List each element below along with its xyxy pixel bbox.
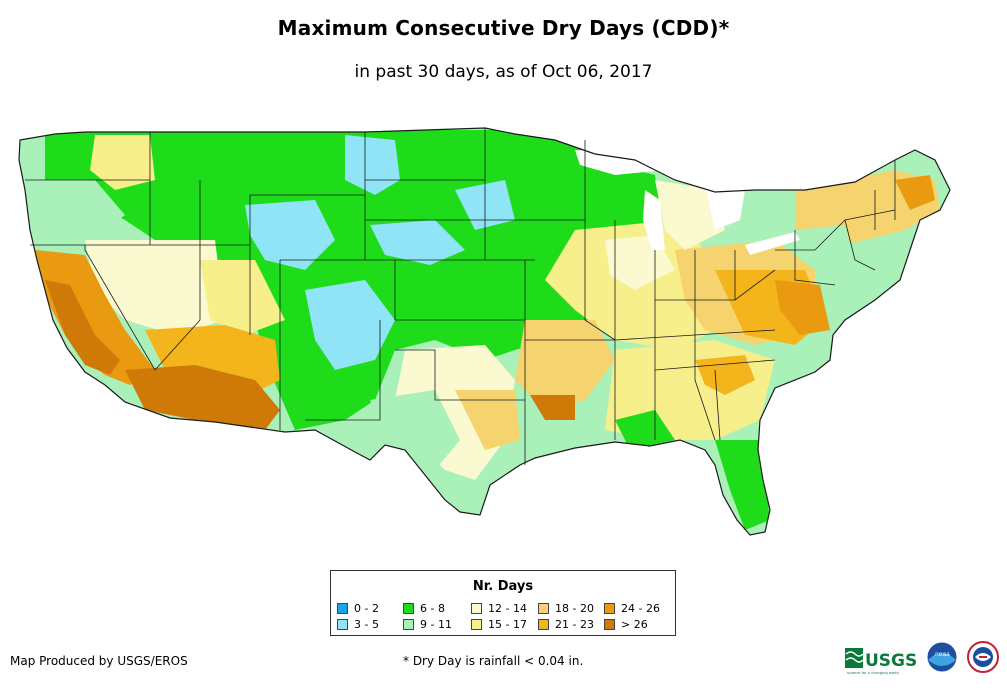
legend-swatch bbox=[604, 619, 615, 630]
nws-logo bbox=[967, 641, 999, 673]
legend-item: 18 - 20 bbox=[538, 602, 594, 615]
usgs-tagline: science for a changing world bbox=[847, 671, 899, 675]
legend-item: 21 - 23 bbox=[538, 618, 594, 631]
region-pale-michigan bbox=[655, 180, 725, 250]
legend-item: 0 - 2 bbox=[337, 602, 379, 615]
region-brown-california bbox=[45, 280, 120, 375]
legend-swatch bbox=[538, 603, 549, 614]
legend-item: 12 - 14 bbox=[471, 602, 527, 615]
region-blue-nebraska bbox=[370, 220, 465, 265]
region-green-florida bbox=[715, 440, 770, 530]
us-cdd-map bbox=[18, 127, 951, 536]
legend-label: 21 - 23 bbox=[555, 618, 594, 631]
legend-item: 15 - 17 bbox=[471, 618, 527, 631]
legend-label: 0 - 2 bbox=[354, 602, 379, 615]
region-orange-california bbox=[35, 250, 155, 385]
legend-label: 9 - 11 bbox=[420, 618, 452, 631]
legend-swatch bbox=[403, 603, 414, 614]
legend-label: 12 - 14 bbox=[488, 602, 527, 615]
usgs-wave-icon bbox=[845, 648, 863, 668]
region-green-gulf bbox=[615, 410, 675, 450]
region-lightgreen-ny bbox=[795, 225, 855, 270]
legend-label: 3 - 5 bbox=[354, 618, 379, 631]
region-brown-arkansas bbox=[530, 395, 575, 420]
legend-swatch bbox=[337, 603, 348, 614]
legend-swatch bbox=[538, 619, 549, 630]
dry-day-note: * Dry Day is rainfall < 0.04 in. bbox=[403, 654, 584, 668]
lake-erie bbox=[745, 232, 800, 255]
legend-swatch bbox=[403, 619, 414, 630]
legend-item: 3 - 5 bbox=[337, 618, 379, 631]
legend-swatch bbox=[471, 603, 482, 614]
legend-label: 15 - 17 bbox=[488, 618, 527, 631]
map-title: Maximum Consecutive Dry Days (CDD)* bbox=[277, 16, 730, 40]
region-yellow-oregon bbox=[90, 135, 155, 190]
agency-logos: USGS science for a changing world noaa bbox=[845, 641, 999, 675]
region-brown-arizona bbox=[125, 365, 280, 430]
usgs-logo: USGS science for a changing world bbox=[845, 648, 917, 675]
legend-swatch bbox=[471, 619, 482, 630]
region-pale-nevada bbox=[85, 240, 225, 335]
noaa-text: noaa bbox=[935, 651, 950, 658]
legend-item: 9 - 11 bbox=[403, 618, 452, 631]
region-orange-maine bbox=[895, 175, 935, 210]
legend-swatch bbox=[604, 603, 615, 614]
region-blue-colorado bbox=[305, 280, 395, 370]
legend-title: Nr. Days bbox=[472, 579, 534, 594]
legend-label: 6 - 8 bbox=[420, 602, 445, 615]
noaa-logo: noaa bbox=[926, 641, 958, 673]
region-yellow-texas bbox=[455, 390, 520, 450]
map-subtitle: in past 30 days, as of Oct 06, 2017 bbox=[354, 62, 653, 82]
legend: Nr. Days 0 - 2 3 - 5 6 - 8 9 - 11 12 - 1… bbox=[330, 570, 676, 636]
legend-label: 18 - 20 bbox=[555, 602, 594, 615]
region-brown-virginia bbox=[775, 280, 830, 335]
legend-swatch bbox=[337, 619, 348, 630]
region-orange-georgia bbox=[695, 355, 755, 395]
region-blue-wyoming bbox=[245, 200, 335, 270]
legend-label: > 26 bbox=[621, 618, 648, 631]
lake-michigan bbox=[643, 190, 665, 250]
legend-item: > 26 bbox=[604, 618, 648, 631]
region-orange-ozarks bbox=[515, 320, 615, 410]
state-boundaries bbox=[18, 127, 951, 536]
legend-item: 6 - 8 bbox=[403, 602, 445, 615]
legend-item: 24 - 26 bbox=[604, 602, 660, 615]
lake-huron bbox=[705, 185, 745, 230]
producer-credit: Map Produced by USGS/EROS bbox=[10, 654, 188, 668]
usgs-text: USGS bbox=[865, 651, 917, 671]
region-yellow-utah bbox=[200, 260, 285, 335]
region-lightgreen-nw bbox=[25, 180, 125, 230]
legend-label: 24 - 26 bbox=[621, 602, 660, 615]
